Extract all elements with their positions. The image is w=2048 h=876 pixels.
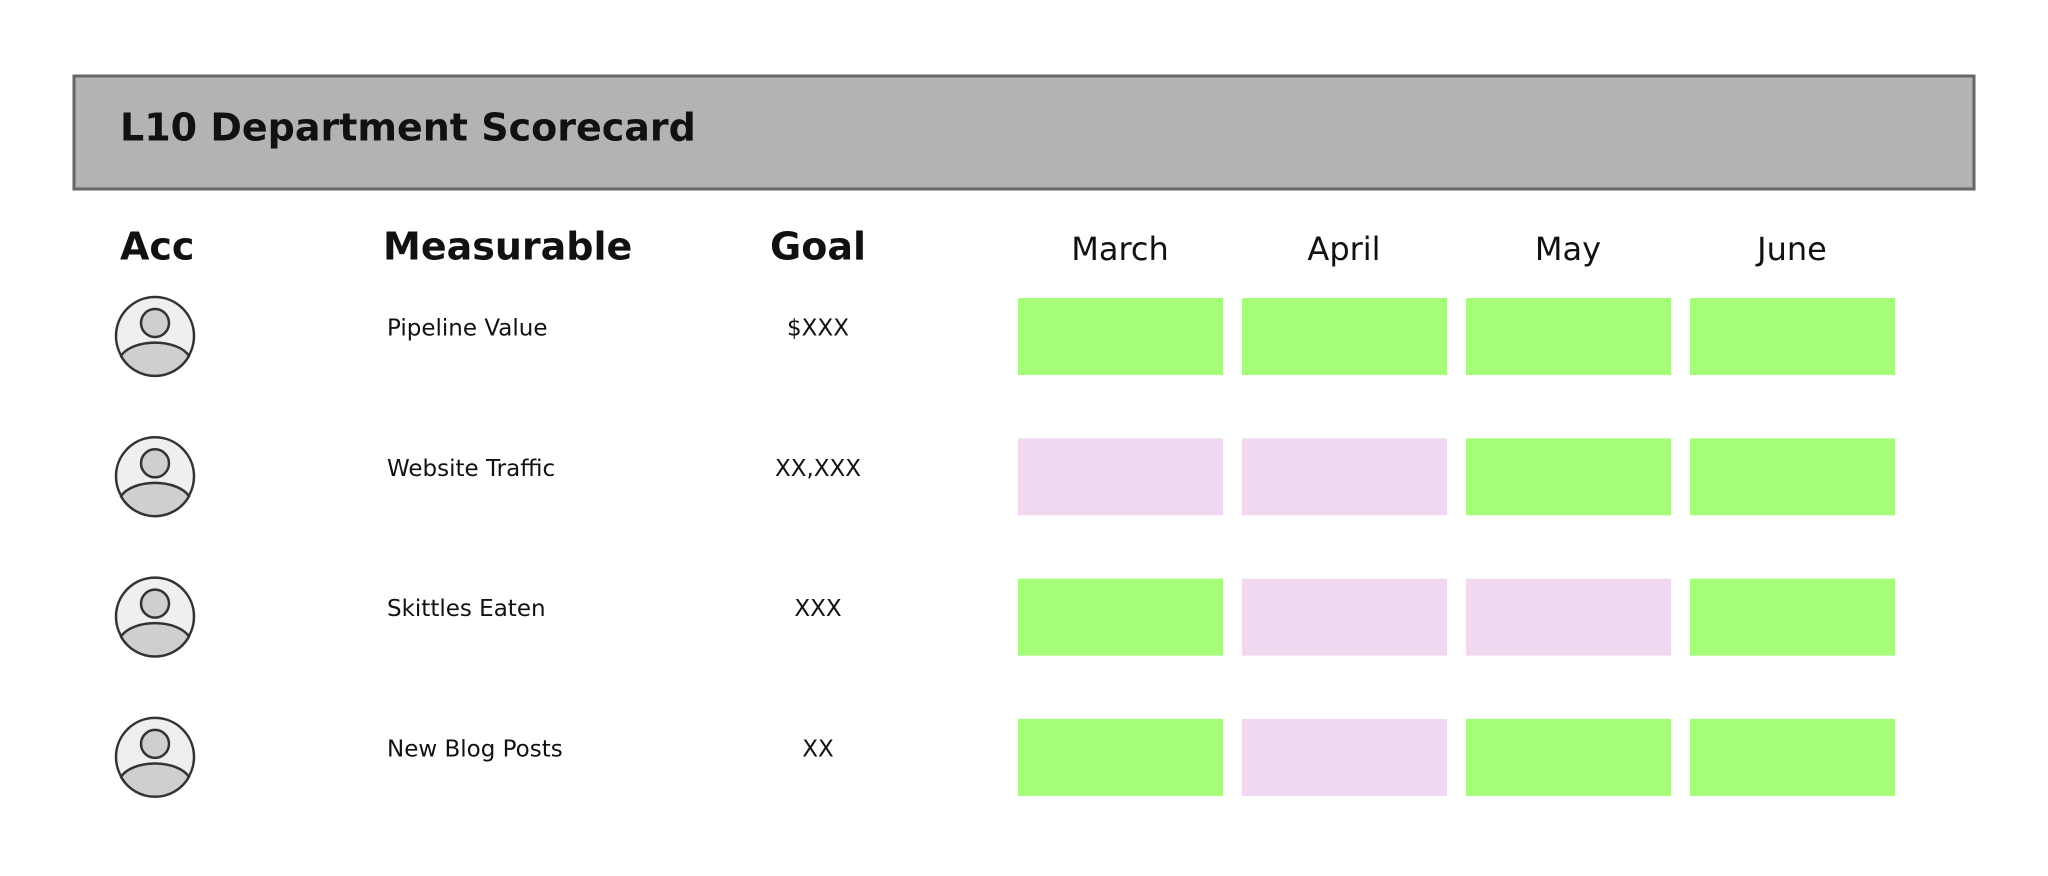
measurable: Skittles Eaten xyxy=(387,596,546,622)
goal: XXX xyxy=(794,596,842,622)
title: L10 Department Scorecard xyxy=(120,106,696,150)
avatar xyxy=(114,436,196,518)
column-header: Acc xyxy=(120,225,194,269)
avatar xyxy=(114,576,196,658)
status-cell xyxy=(1242,298,1447,375)
status-cell xyxy=(1690,298,1895,375)
month-header: April xyxy=(1307,230,1380,268)
avatar-body xyxy=(119,762,191,799)
status-cell xyxy=(1690,578,1895,656)
status-cell xyxy=(1466,718,1671,796)
header-bar xyxy=(72,74,1976,191)
column-header: Measurable xyxy=(383,225,632,269)
status-cell xyxy=(1242,578,1447,656)
status-cell xyxy=(1690,438,1895,516)
status-cell xyxy=(1018,438,1223,516)
status-cell xyxy=(1466,578,1671,656)
status-cell xyxy=(1018,718,1223,796)
avatar-body xyxy=(119,621,191,658)
status-cell xyxy=(1018,298,1223,375)
goal: XX xyxy=(802,736,834,762)
status-cell xyxy=(1242,718,1447,796)
avatar-head xyxy=(139,448,171,479)
status-cell xyxy=(1242,438,1447,516)
avatar-head xyxy=(139,728,171,760)
month-header: March xyxy=(1071,230,1169,268)
avatar xyxy=(114,716,196,799)
avatar xyxy=(114,295,196,378)
avatar-head xyxy=(139,588,171,619)
status-cell xyxy=(1466,438,1671,516)
avatar-body xyxy=(119,481,191,518)
month-header: June xyxy=(1755,230,1827,268)
avatar-body xyxy=(119,341,191,378)
avatar-head xyxy=(139,307,171,339)
goal: $XXX xyxy=(787,316,849,342)
status-cell xyxy=(1466,298,1671,375)
column-header: Goal xyxy=(770,225,866,269)
status-cell xyxy=(1690,718,1895,796)
measurable: Website Traffic xyxy=(387,456,555,482)
month-header: May xyxy=(1535,230,1601,268)
measurable: New Blog Posts xyxy=(387,736,563,762)
goal: XX,XXX xyxy=(775,456,861,482)
measurable: Pipeline Value xyxy=(387,316,547,342)
status-cell xyxy=(1018,578,1223,656)
